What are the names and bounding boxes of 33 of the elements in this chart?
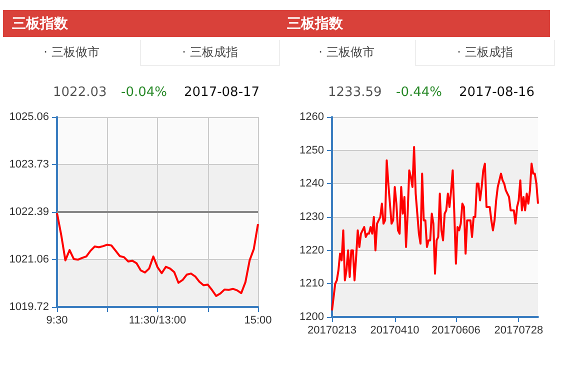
text: 2017-08-17 <box>184 85 260 100</box>
y-tick-label: 1240 <box>300 178 324 190</box>
text: 2017-08-16 <box>459 85 535 100</box>
x-tick-label: 20170728 <box>494 324 544 336</box>
x-tick-label: 9:30 <box>46 314 68 326</box>
x-tick-label: 20170606 <box>431 324 480 336</box>
text: · 三板成指 <box>415 40 555 66</box>
y-tick-label: 1022.39 <box>9 206 49 218</box>
line-series <box>56 212 259 297</box>
text: 1233.59 <box>328 85 382 100</box>
y-tick-label: 1021.06 <box>9 253 49 266</box>
y-tick-label: 1025.06 <box>9 111 49 123</box>
text: -0.44% <box>396 85 442 100</box>
text: · 三板成指 <box>140 40 280 66</box>
text: · 三板做市 <box>318 44 376 61</box>
text: -0.04% <box>121 85 167 100</box>
y-tick-label: 1200 <box>300 311 324 323</box>
chart-title: 三板指数 <box>287 15 343 33</box>
y-tick-label: 1260 <box>300 111 324 123</box>
text: · 三板做市 <box>42 44 100 61</box>
chart-title: 三板指数 <box>12 15 68 33</box>
y-tick-label: 1230 <box>300 211 324 223</box>
y-tick-label: 1019.72 <box>9 301 49 313</box>
y-tick-label: 1250 <box>300 144 324 156</box>
y-tick-label: 1220 <box>300 244 324 256</box>
y-tick-label: 1023.73 <box>9 158 49 170</box>
x-tick-label: 20170213 <box>308 324 356 336</box>
line-series <box>331 146 539 312</box>
x-tick-label: 15:00 <box>244 314 272 326</box>
y-tick-label: 1210 <box>300 278 324 290</box>
x-tick-label: 20170410 <box>370 324 420 336</box>
x-tick-label: 11:30/13:00 <box>128 314 186 326</box>
text: 1022.03 <box>53 85 107 100</box>
